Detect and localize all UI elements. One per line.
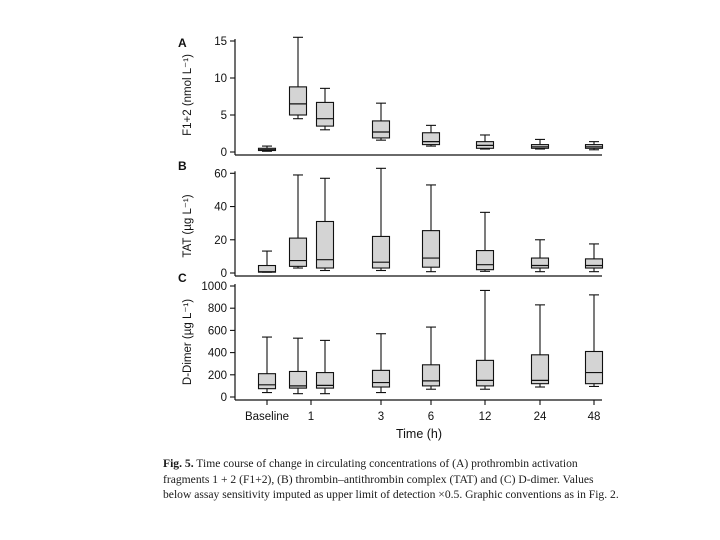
panel-a-ytick-label: 5 <box>221 110 227 122</box>
caption-fig-label: Fig. 5. <box>163 457 194 470</box>
panel-c-box <box>371 369 391 388</box>
panel-b-box <box>530 257 550 269</box>
panel-b-box <box>371 235 391 269</box>
panel-c-xtick-label: 12 <box>479 411 492 423</box>
panel-c-letter: C <box>178 271 187 285</box>
panel-c-ytick-label: 1000 <box>201 281 227 293</box>
panel-b-box <box>421 230 441 268</box>
panel-b-ytick-label: 0 <box>221 268 227 280</box>
panel-c-box <box>584 350 604 385</box>
panel-c-ytick-label: 600 <box>208 325 227 337</box>
panel-c-xtick-label: Baseline <box>245 411 289 423</box>
figure-caption: Fig. 5. Time course of change in circula… <box>163 456 623 503</box>
panel-b-box <box>475 250 495 271</box>
panel-c-xtick-label: 6 <box>428 411 434 423</box>
panel-b-ylabel: TAT (µg L⁻¹) <box>182 194 194 257</box>
caption-text: Time course of change in circulating con… <box>163 457 619 501</box>
panel-a-ytick-label: 0 <box>221 147 227 159</box>
panel-c-box <box>288 370 308 389</box>
panel-a-box <box>315 101 335 127</box>
panel-a-box <box>371 120 391 139</box>
panel-b-box <box>288 237 308 267</box>
panel-a-ylabel: F1+2 (nmol L⁻¹) <box>182 54 194 136</box>
panel-a-box <box>288 86 308 116</box>
panel-b-ytick-label: 20 <box>214 235 227 247</box>
panel-b-box <box>315 220 335 269</box>
panel-c-xtick-label: 3 <box>378 411 384 423</box>
panel-b-ytick-label: 40 <box>214 202 227 214</box>
panel-c-ytick-label: 0 <box>221 392 227 404</box>
panel-a-box <box>421 132 441 146</box>
panel-c-ytick-label: 800 <box>208 303 227 315</box>
panel-c-box <box>475 359 495 387</box>
panel-b-box <box>584 258 604 269</box>
panel-a-letter: A <box>178 36 187 50</box>
x-axis-title: Time (h) <box>396 427 442 441</box>
panel-c-box <box>530 354 550 385</box>
panel-c-xtick-label: 48 <box>588 411 601 423</box>
panel-c-box <box>315 372 335 389</box>
panel-a-ytick-label: 15 <box>214 36 227 48</box>
panel-c-ylabel: D-Dimer (µg L⁻¹) <box>182 299 194 385</box>
panel-c-box <box>257 373 277 390</box>
panel-c-xtick-label: 24 <box>534 411 547 423</box>
panel-c-ytick-label: 400 <box>208 348 227 360</box>
panel-b-ytick-label: 60 <box>214 168 227 180</box>
panel-a-ytick-label: 10 <box>214 73 227 85</box>
panel-c-box <box>421 364 441 387</box>
panel-c-ytick-label: 200 <box>208 370 227 382</box>
panel-b-letter: B <box>178 159 187 173</box>
panel-c-xtick-label: 1 <box>308 411 314 423</box>
